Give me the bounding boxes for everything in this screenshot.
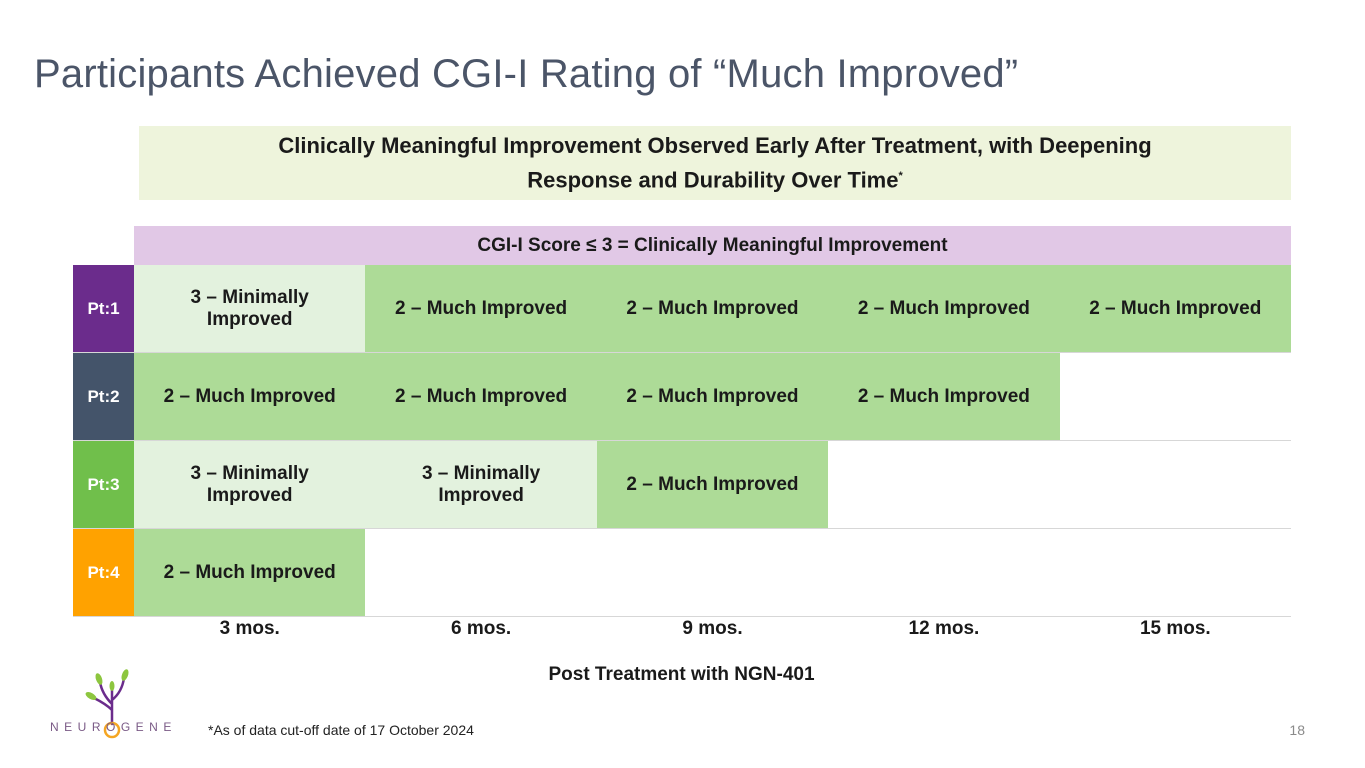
logo-tree-icon <box>85 669 129 739</box>
table-cell: 2 – Much Improved <box>365 265 597 352</box>
timepoint-axis: 3 mos. 6 mos. 9 mos. 12 mos. 15 mos. <box>134 618 1291 640</box>
patient-label: Pt:3 <box>73 441 134 528</box>
summary-banner: Clinically Meaningful Improvement Observ… <box>139 126 1291 200</box>
page-number: 18 <box>1289 722 1305 738</box>
footnote-marker: * <box>898 169 903 182</box>
table-cell-empty <box>828 441 1060 528</box>
patient-label: Pt:4 <box>73 529 134 616</box>
logo-text: NEUROGENE <box>50 720 177 734</box>
page-title: Participants Achieved CGI-I Rating of “M… <box>34 52 1019 96</box>
neurogene-logo: NEUROGENE <box>50 664 171 744</box>
table-cell-empty <box>1059 353 1291 440</box>
table-cell-empty <box>1059 441 1291 528</box>
table-cell: 3 – Minimally Improved <box>134 265 366 352</box>
table-row: Pt:4 2 – Much Improved <box>73 529 1291 617</box>
table-cell: 2 – Much Improved <box>134 353 366 440</box>
table-cell: 3 – Minimally Improved <box>134 441 366 528</box>
banner-line-2: Response and Durability Over Time* <box>527 167 903 193</box>
timepoint-label: 15 mos. <box>1139 618 1211 639</box>
table-row: Pt:2 2 – Much Improved 2 – Much Improved… <box>73 353 1291 441</box>
patient-label: Pt:2 <box>73 353 134 440</box>
footnote: *As of data cut-off date of 17 October 2… <box>208 722 474 738</box>
table-cell-empty <box>1059 529 1291 616</box>
timepoint-label: 9 mos. <box>682 618 743 639</box>
timepoint-label: 12 mos. <box>908 618 980 639</box>
patient-label: Pt:1 <box>73 265 134 352</box>
axis-title: Post Treatment with NGN-401 <box>548 664 815 685</box>
table-cell-empty <box>596 529 829 616</box>
table-cell: 2 – Much Improved <box>828 353 1060 440</box>
table-cell: 2 – Much Improved <box>596 441 829 528</box>
table-cell-empty <box>365 529 597 616</box>
table-row: Pt:1 3 – Minimally Improved 2 – Much Imp… <box>73 265 1291 353</box>
table-cell: 3 – Minimally Improved <box>365 441 597 528</box>
banner-line-1: Clinically Meaningful Improvement Observ… <box>278 132 1152 158</box>
timepoint-label: 6 mos. <box>451 618 512 639</box>
table-cell: 2 – Much Improved <box>596 265 829 352</box>
table-cell: 2 – Much Improved <box>1059 265 1291 352</box>
score-header: CGI-I Score ≤ 3 = Clinically Meaningful … <box>134 226 1291 265</box>
table-cell: 2 – Much Improved <box>134 529 366 616</box>
table-cell: 2 – Much Improved <box>596 353 829 440</box>
results-table: Pt:1 3 – Minimally Improved 2 – Much Imp… <box>73 265 1291 617</box>
table-row: Pt:3 3 – Minimally Improved 3 – Minimall… <box>73 441 1291 529</box>
timepoint-label: 3 mos. <box>219 618 280 639</box>
table-cell: 2 – Much Improved <box>365 353 597 440</box>
table-cell-empty <box>828 529 1060 616</box>
table-cell: 2 – Much Improved <box>828 265 1060 352</box>
